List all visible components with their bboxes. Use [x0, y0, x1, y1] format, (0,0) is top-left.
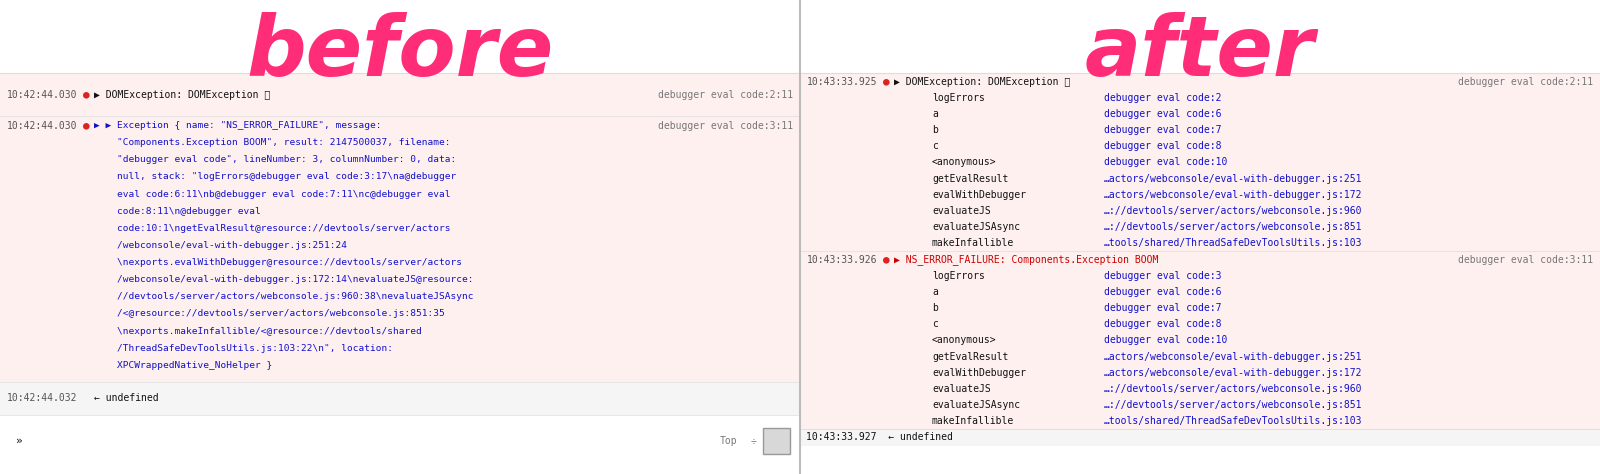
Text: ●: ●	[883, 255, 890, 264]
Text: logErrors: logErrors	[931, 271, 986, 281]
Text: evaluateJSAsync: evaluateJSAsync	[931, 222, 1021, 232]
Text: c: c	[931, 141, 938, 151]
Text: c: c	[931, 319, 938, 329]
Text: before: before	[246, 12, 554, 93]
Text: debugger eval code:3:11: debugger eval code:3:11	[1459, 255, 1594, 264]
Text: …actors/webconsole/eval-with-debugger.js:172: …actors/webconsole/eval-with-debugger.js…	[1104, 190, 1363, 200]
Text: evaluateJS: evaluateJS	[931, 206, 990, 216]
Text: …tools/shared/ThreadSafeDevToolsUtils.js:103: …tools/shared/ThreadSafeDevToolsUtils.js…	[1104, 416, 1363, 426]
Text: eval code:6:11\nb@debugger eval code:7:11\nc@debugger eval: eval code:6:11\nb@debugger eval code:7:1…	[94, 190, 451, 199]
Text: b: b	[931, 125, 938, 135]
Text: …://devtools/server/actors/webconsole.js:960: …://devtools/server/actors/webconsole.js…	[1104, 384, 1363, 394]
Text: 10:42:44.030: 10:42:44.030	[6, 90, 77, 100]
Text: code:8:11\n@debugger eval: code:8:11\n@debugger eval	[94, 207, 261, 216]
FancyBboxPatch shape	[0, 116, 800, 382]
Text: …actors/webconsole/eval-with-debugger.js:172: …actors/webconsole/eval-with-debugger.js…	[1104, 368, 1363, 378]
Text: …tools/shared/ThreadSafeDevToolsUtils.js:103: …tools/shared/ThreadSafeDevToolsUtils.js…	[1104, 238, 1363, 248]
Text: after: after	[1085, 12, 1315, 93]
Text: ●: ●	[83, 90, 90, 100]
Text: /webconsole/eval-with-debugger.js:172:14\nevaluateJS@resource:: /webconsole/eval-with-debugger.js:172:14…	[94, 275, 474, 284]
Text: "Components.Exception BOOM", result: 2147500037, filename:: "Components.Exception BOOM", result: 214…	[94, 138, 451, 147]
Text: ▶ NS_ERROR_FAILURE: Components.Exception BOOM: ▶ NS_ERROR_FAILURE: Components.Exception…	[894, 254, 1158, 265]
Text: 10:43:33.926: 10:43:33.926	[806, 255, 877, 264]
Text: \nexports.makeInfallible/<@resource://devtools/shared: \nexports.makeInfallible/<@resource://de…	[94, 327, 422, 336]
Text: …actors/webconsole/eval-with-debugger.js:251: …actors/webconsole/eval-with-debugger.js…	[1104, 173, 1363, 183]
FancyBboxPatch shape	[0, 73, 800, 116]
Text: debugger eval code:7: debugger eval code:7	[1104, 303, 1221, 313]
Text: debugger eval code:10: debugger eval code:10	[1104, 336, 1227, 346]
Text: getEvalResult: getEvalResult	[931, 352, 1008, 362]
Text: »: »	[16, 436, 22, 446]
Text: debugger eval code:10: debugger eval code:10	[1104, 157, 1227, 167]
Text: ← undefined: ← undefined	[94, 393, 158, 403]
FancyBboxPatch shape	[0, 415, 800, 474]
Text: b: b	[931, 303, 938, 313]
Text: ÷: ÷	[750, 436, 757, 446]
Text: Top: Top	[720, 436, 738, 446]
Text: <anonymous>: <anonymous>	[931, 157, 997, 167]
Text: XPCWrappedNative_NoHelper }: XPCWrappedNative_NoHelper }	[94, 361, 272, 370]
Text: null, stack: "logErrors@debugger eval code:3:17\na@debugger: null, stack: "logErrors@debugger eval co…	[94, 173, 456, 182]
Text: 10:43:33.927  ← undefined: 10:43:33.927 ← undefined	[806, 432, 954, 442]
Text: \nexports.evalWithDebugger@resource://devtools/server/actors: \nexports.evalWithDebugger@resource://de…	[94, 258, 462, 267]
Text: evaluateJSAsync: evaluateJSAsync	[931, 400, 1021, 410]
Text: "debugger eval code", lineNumber: 3, columnNumber: 0, data:: "debugger eval code", lineNumber: 3, col…	[94, 155, 456, 164]
Text: debugger eval code:7: debugger eval code:7	[1104, 125, 1221, 135]
Text: //devtools/server/actors/webconsole.js:960:38\nevaluateJSAsync: //devtools/server/actors/webconsole.js:9…	[94, 292, 474, 301]
Text: evalWithDebugger: evalWithDebugger	[931, 190, 1026, 200]
Text: debugger eval code:3:11: debugger eval code:3:11	[659, 120, 794, 130]
Text: debugger eval code:2: debugger eval code:2	[1104, 93, 1221, 103]
Text: logErrors: logErrors	[931, 93, 986, 103]
FancyBboxPatch shape	[800, 429, 1600, 446]
Text: ●: ●	[83, 120, 90, 130]
Text: a: a	[931, 109, 938, 119]
Text: evaluateJS: evaluateJS	[931, 384, 990, 394]
Text: ▶ ▶ Exception { name: "NS_ERROR_FAILURE", message:: ▶ ▶ Exception { name: "NS_ERROR_FAILURE"…	[94, 121, 382, 130]
Text: debugger eval code:2:11: debugger eval code:2:11	[1459, 77, 1594, 87]
Text: ▶ DOMException: DOMException 💥: ▶ DOMException: DOMException 💥	[94, 90, 270, 100]
Text: debugger eval code:2:11: debugger eval code:2:11	[659, 90, 794, 100]
Text: evalWithDebugger: evalWithDebugger	[931, 368, 1026, 378]
Text: debugger eval code:8: debugger eval code:8	[1104, 141, 1221, 151]
FancyBboxPatch shape	[763, 428, 790, 454]
Text: 10:42:44.032: 10:42:44.032	[6, 393, 77, 403]
Text: /ThreadSafeDevToolsUtils.js:103:22\n", location:: /ThreadSafeDevToolsUtils.js:103:22\n", l…	[94, 344, 394, 353]
Text: code:10:1\ngetEvalResult@resource://devtools/server/actors: code:10:1\ngetEvalResult@resource://devt…	[94, 224, 451, 233]
Text: …://devtools/server/actors/webconsole.js:851: …://devtools/server/actors/webconsole.js…	[1104, 222, 1363, 232]
Text: debugger eval code:8: debugger eval code:8	[1104, 319, 1221, 329]
Text: /<@resource://devtools/server/actors/webconsole.js:851:35: /<@resource://devtools/server/actors/web…	[94, 310, 445, 319]
Text: a: a	[931, 287, 938, 297]
FancyBboxPatch shape	[800, 73, 1600, 251]
Text: /webconsole/eval-with-debugger.js:251:24: /webconsole/eval-with-debugger.js:251:24	[94, 241, 347, 250]
Text: ▶ DOMException: DOMException 💥: ▶ DOMException: DOMException 💥	[894, 77, 1070, 87]
FancyBboxPatch shape	[800, 251, 1600, 429]
Text: debugger eval code:3: debugger eval code:3	[1104, 271, 1221, 281]
Text: debugger eval code:6: debugger eval code:6	[1104, 287, 1221, 297]
Text: …://devtools/server/actors/webconsole.js:851: …://devtools/server/actors/webconsole.js…	[1104, 400, 1363, 410]
Text: 10:42:44.030: 10:42:44.030	[6, 120, 77, 130]
Text: 10:43:33.925: 10:43:33.925	[806, 77, 877, 87]
Text: ●: ●	[883, 77, 890, 87]
Text: makeInfallible: makeInfallible	[931, 416, 1014, 426]
Text: <anonymous>: <anonymous>	[931, 336, 997, 346]
Text: makeInfallible: makeInfallible	[931, 238, 1014, 248]
Text: debugger eval code:6: debugger eval code:6	[1104, 109, 1221, 119]
Text: getEvalResult: getEvalResult	[931, 173, 1008, 183]
Text: …actors/webconsole/eval-with-debugger.js:251: …actors/webconsole/eval-with-debugger.js…	[1104, 352, 1363, 362]
FancyBboxPatch shape	[0, 382, 800, 415]
Text: …://devtools/server/actors/webconsole.js:960: …://devtools/server/actors/webconsole.js…	[1104, 206, 1363, 216]
